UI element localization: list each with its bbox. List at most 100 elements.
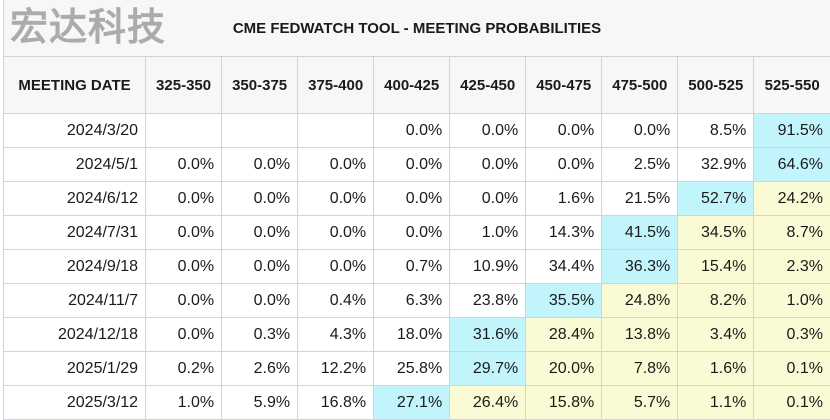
meeting-date-cell: 2024/7/31 [2, 215, 147, 250]
probability-cell: 8.7% [753, 215, 830, 250]
probability-cell: 18.0% [373, 317, 451, 352]
probability-cell: 36.3% [601, 249, 679, 284]
probability-cell: 1.6% [677, 351, 755, 386]
probability-cell: 34.5% [677, 215, 755, 250]
probability-cell: 1.0% [449, 215, 527, 250]
meeting-date-cell: 2024/3/20 [2, 113, 147, 148]
probability-cell: 0.0% [297, 215, 375, 250]
probability-cell: 0.0% [525, 147, 603, 182]
probability-cell: 15.4% [677, 249, 755, 284]
probability-cell: 0.3% [753, 317, 830, 352]
probability-cell: 16.8% [297, 385, 375, 420]
column-header-rate: 425-450 [449, 56, 527, 114]
header-row: MEETING DATE 325-350 350-375 375-400 400-425… [2, 56, 830, 114]
probability-cell: 0.0% [449, 181, 527, 216]
probability-cell: 0.0% [449, 147, 527, 182]
table-row: 2024/6/12 0.0% 0.0% 0.0% 0.0% 0.0% 1.6% 21.5% 52… [2, 181, 830, 216]
meeting-date-cell: 2024/6/12 [2, 181, 147, 216]
table-row: 2024/12/18 0.0% 0.3% 4.3% 18.0% 31.6% 28.4% 13.… [2, 317, 830, 352]
probability-cell: 0.0% [449, 113, 527, 148]
column-header-rate: 375-400 [297, 56, 375, 114]
meeting-date-cell: 2025/1/29 [2, 351, 147, 386]
probability-cell: 13.8% [601, 317, 679, 352]
probability-cell: 0.0% [221, 181, 299, 216]
meeting-date-cell: 2025/3/12 [2, 385, 147, 420]
probability-cell: 0.0% [373, 215, 451, 250]
probability-cell: 1.6% [525, 181, 603, 216]
table-row: 2024/9/18 0.0% 0.0% 0.0% 0.7% 10.9% 34.4% 36.3%… [2, 249, 830, 284]
probability-cell: 14.3% [525, 215, 603, 250]
probability-cell: 41.5% [601, 215, 679, 250]
probability-cell: 27.1% [373, 385, 451, 420]
probability-cell: 0.0% [373, 147, 451, 182]
probability-cell: 0.0% [145, 249, 223, 284]
probability-cell: 0.0% [221, 283, 299, 318]
probability-cell: 0.0% [525, 113, 603, 148]
probability-cell: 91.5% [753, 113, 830, 148]
probability-cell: 28.4% [525, 317, 603, 352]
probability-cell: 0.0% [221, 249, 299, 284]
probability-cell: 1.0% [753, 283, 830, 318]
probability-cell: 52.7% [677, 181, 755, 216]
probability-cell: 0.1% [753, 385, 830, 420]
probability-cell: 5.7% [601, 385, 679, 420]
probability-cell: 23.8% [449, 283, 527, 318]
probability-cell: 0.0% [145, 147, 223, 182]
probability-cell: 64.6% [753, 147, 830, 182]
probability-cell: 0.0% [145, 317, 223, 352]
probability-cell: 2.6% [221, 351, 299, 386]
probability-cell: 10.9% [449, 249, 527, 284]
column-header-rate: 475-500 [601, 56, 679, 114]
probability-cell: 6.3% [373, 283, 451, 318]
probability-cell: 0.4% [297, 283, 375, 318]
probability-cell: 12.2% [297, 351, 375, 386]
column-header-meeting-date: MEETING DATE [2, 56, 147, 114]
probability-cell: 31.6% [449, 317, 527, 352]
probability-cell: 0.0% [297, 181, 375, 216]
probability-cell: 2.5% [601, 147, 679, 182]
probability-cell: 24.8% [601, 283, 679, 318]
probability-cell: 0.0% [221, 215, 299, 250]
probability-cell: 32.9% [677, 147, 755, 182]
probability-cell [145, 113, 223, 148]
probability-cell: 29.7% [449, 351, 527, 386]
probability-cell: 21.5% [601, 181, 679, 216]
table-row: 2025/1/29 0.2% 2.6% 12.2% 25.8% 29.7% 20.0% 7.8… [2, 351, 830, 386]
probability-cell: 25.8% [373, 351, 451, 386]
table-body: 2024/3/20 0.0% 0.0% 0.0% 0.0% 8.5% 91.5% 2024/5… [2, 113, 830, 420]
meeting-date-cell: 2024/9/18 [2, 249, 147, 284]
meeting-date-cell: 2024/5/1 [2, 147, 147, 182]
table-row: 2024/3/20 0.0% 0.0% 0.0% 0.0% 8.5% 91.5% [2, 113, 830, 148]
column-header-rate: 400-425 [373, 56, 451, 114]
table-row: 2024/11/7 0.0% 0.0% 0.4% 6.3% 23.8% 35.5% 24.8%… [2, 283, 830, 318]
probability-cell: 0.3% [221, 317, 299, 352]
meeting-date-cell: 2024/11/7 [2, 283, 147, 318]
column-header-rate: 500-525 [677, 56, 755, 114]
probability-cell: 5.9% [221, 385, 299, 420]
probability-cell: 0.2% [145, 351, 223, 386]
probability-cell: 15.8% [525, 385, 603, 420]
probability-cell: 0.0% [297, 249, 375, 284]
probability-cell: 1.0% [145, 385, 223, 420]
probability-cell: 7.8% [601, 351, 679, 386]
probability-cell: 0.0% [145, 215, 223, 250]
probability-cell: 34.4% [525, 249, 603, 284]
probability-cell: 4.3% [297, 317, 375, 352]
probability-cell: 0.7% [373, 249, 451, 284]
probability-cell: 0.0% [221, 147, 299, 182]
column-header-rate: 525-550 [753, 56, 830, 114]
table-row: 2024/7/31 0.0% 0.0% 0.0% 0.0% 1.0% 14.3% 41.5% 3… [2, 215, 830, 250]
table-title: CME FEDWATCH TOOL - MEETING PROBABILITIE… [3, 0, 830, 57]
probability-cell: 0.0% [373, 181, 451, 216]
probability-cell: 0.1% [753, 351, 830, 386]
column-header-rate: 350-375 [221, 56, 299, 114]
table-row: 2024/5/1 0.0% 0.0% 0.0% 0.0% 0.0% 0.0% 2.5% 32.9… [2, 147, 830, 182]
probability-cell: 8.5% [677, 113, 755, 148]
probability-cell: 0.0% [145, 181, 223, 216]
probability-cell: 1.1% [677, 385, 755, 420]
probability-cell: 2.3% [753, 249, 830, 284]
probability-cell: 24.2% [753, 181, 830, 216]
probability-cell: 8.2% [677, 283, 755, 318]
probability-cell: 20.0% [525, 351, 603, 386]
